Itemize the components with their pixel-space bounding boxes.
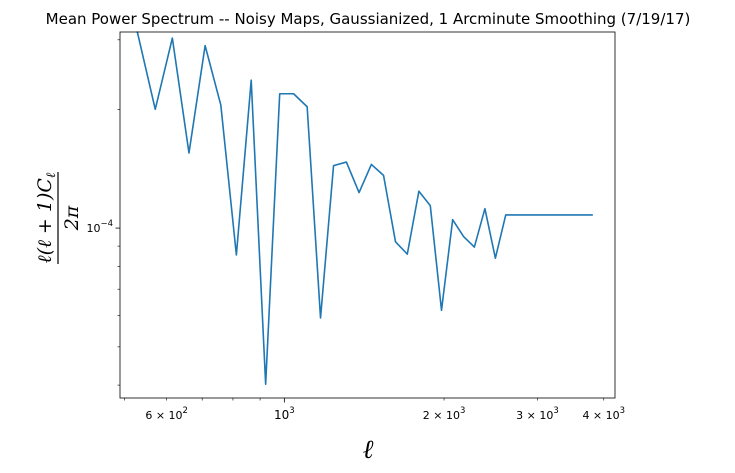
x-tick-label: 2 × 103 bbox=[423, 406, 466, 422]
plot-frame bbox=[119, 31, 616, 399]
x-axis: 6 × 102 103 2 × 103 3 × 103 4 × 103 bbox=[124, 398, 625, 422]
y-tick-label: 10−4 bbox=[86, 219, 113, 235]
series-line-0 bbox=[136, 31, 593, 386]
y-axis-label: ℓ(ℓ + 1)Cℓ 2π bbox=[34, 172, 83, 264]
plot-series bbox=[136, 31, 593, 386]
x-tick-label: 4 × 103 bbox=[582, 406, 625, 422]
y-axis-label-numerator: ℓ(ℓ + 1)Cℓ bbox=[34, 172, 59, 263]
x-tick-label: 3 × 103 bbox=[516, 406, 559, 422]
x-tick-label: 103 bbox=[274, 406, 295, 422]
y-axis-label-denominator: 2π bbox=[61, 205, 83, 231]
x-tick-label: 6 × 102 bbox=[145, 406, 188, 422]
y-axis: 10−4 bbox=[86, 39, 120, 386]
x-axis-label: ℓ bbox=[363, 435, 374, 465]
chart-title: Mean Power Spectrum -- Noisy Maps, Gauss… bbox=[46, 10, 691, 28]
